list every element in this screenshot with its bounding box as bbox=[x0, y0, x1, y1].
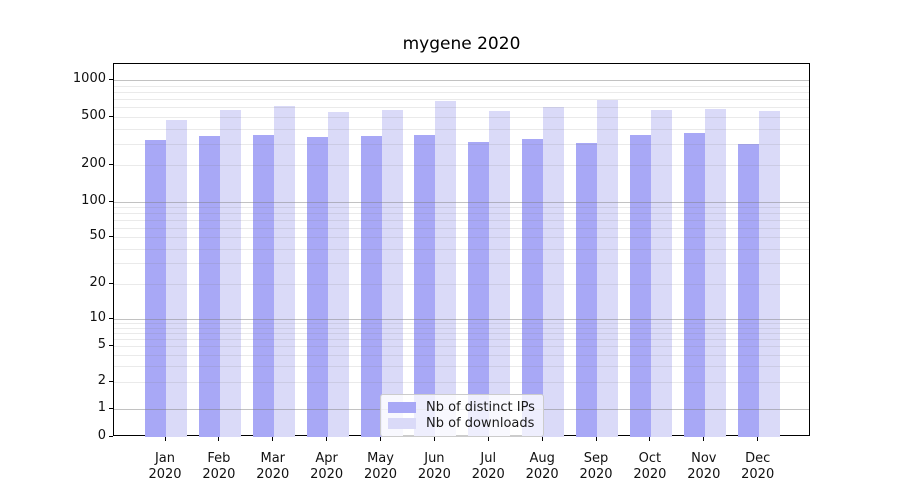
bar-downloads-jul bbox=[489, 111, 511, 437]
bar-downloads-oct bbox=[650, 110, 672, 437]
gridline-minor-80 bbox=[114, 213, 809, 215]
bar-downloads-nov bbox=[704, 109, 726, 437]
gridline-major-100 bbox=[114, 202, 809, 203]
y-tick-label-20: 20 bbox=[89, 274, 106, 290]
bar-distinct-ips-nov bbox=[683, 132, 705, 437]
gridline-minor-700 bbox=[114, 98, 809, 100]
gridline-major-1000 bbox=[114, 80, 809, 81]
gridline-minor-400 bbox=[114, 128, 809, 130]
y-tick-label-0: 0 bbox=[97, 428, 106, 443]
legend-item-downloads: Nb of downloads bbox=[388, 416, 536, 432]
x-tick-label-sep: Sep 2020 bbox=[579, 451, 613, 482]
y-tick-label-2: 2 bbox=[97, 372, 106, 388]
bar-downloads-apr bbox=[327, 111, 349, 437]
bar-distinct-ips-may bbox=[360, 135, 382, 437]
bar-downloads-mar bbox=[273, 106, 295, 437]
gridline-minor-200 bbox=[114, 165, 809, 167]
x-tick-mark-apr bbox=[326, 437, 328, 441]
legend-label-distinct-ips: Nb of distinct IPs bbox=[426, 399, 535, 415]
bar-distinct-ips-feb bbox=[198, 136, 220, 437]
bar-downloads-dec bbox=[758, 111, 780, 437]
gridline-minor-8 bbox=[114, 327, 809, 329]
y-tick-label-10: 10 bbox=[89, 310, 106, 325]
gridline-minor-3 bbox=[114, 366, 809, 368]
bars-layer bbox=[114, 64, 809, 437]
gridline-minor-20 bbox=[114, 283, 809, 285]
bar-downloads-sep bbox=[597, 99, 619, 437]
x-tick-mark-jul bbox=[487, 437, 489, 441]
bar-downloads-aug bbox=[543, 106, 565, 437]
legend-item-distinct-ips: Nb of distinct IPs bbox=[388, 399, 536, 415]
x-tick-mark-jun bbox=[433, 437, 435, 441]
bar-distinct-ips-jun bbox=[414, 135, 436, 437]
x-tick-mark-feb bbox=[218, 437, 220, 441]
legend: Nb of distinct IPs Nb of downloads bbox=[380, 394, 544, 437]
bar-downloads-jun bbox=[435, 101, 457, 437]
gridline-minor-600 bbox=[114, 107, 809, 109]
gridline-major-10 bbox=[114, 319, 809, 320]
x-tick-label-aug: Aug 2020 bbox=[525, 451, 559, 482]
x-tick-label-jul: Jul 2020 bbox=[471, 451, 505, 482]
legend-swatch-distinct-ips bbox=[388, 401, 416, 413]
gridline-minor-2 bbox=[114, 381, 809, 383]
y-tick-label-1: 1 bbox=[97, 400, 106, 415]
bar-distinct-ips-sep bbox=[576, 143, 598, 437]
x-tick-label-jun: Jun 2020 bbox=[417, 451, 451, 482]
gridline-minor-800 bbox=[114, 91, 809, 93]
y-tick-mark-0 bbox=[109, 436, 113, 437]
x-tick-label-nov: Nov 2020 bbox=[687, 451, 721, 482]
bar-distinct-ips-jan bbox=[145, 139, 166, 437]
gridline-minor-40 bbox=[114, 248, 809, 250]
gridline-minor-500 bbox=[114, 116, 809, 118]
x-tick-label-oct: Oct 2020 bbox=[633, 451, 667, 482]
gridline-minor-60 bbox=[114, 227, 809, 229]
x-tick-label-mar: Mar 2020 bbox=[256, 451, 290, 482]
x-tick-mark-may bbox=[380, 437, 382, 441]
x-tick-mark-dec bbox=[757, 437, 759, 441]
x-tick-label-jan: Jan 2020 bbox=[148, 451, 182, 482]
bar-distinct-ips-aug bbox=[522, 138, 544, 437]
x-tick-label-apr: Apr 2020 bbox=[310, 451, 344, 482]
bar-distinct-ips-dec bbox=[737, 143, 759, 437]
bar-distinct-ips-jul bbox=[468, 142, 490, 437]
gridline-minor-30 bbox=[114, 263, 809, 265]
gridline-minor-900 bbox=[114, 85, 809, 87]
bar-distinct-ips-mar bbox=[252, 134, 274, 437]
bar-downloads-jan bbox=[166, 119, 187, 437]
y-tick-label-5: 5 bbox=[97, 337, 106, 353]
x-tick-mark-oct bbox=[649, 437, 651, 441]
chart-title: mygene 2020 bbox=[402, 34, 521, 54]
legend-swatch-downloads bbox=[388, 418, 416, 430]
gridline-minor-70 bbox=[114, 220, 809, 222]
gridline-minor-6 bbox=[114, 338, 809, 340]
gridline-minor-300 bbox=[114, 143, 809, 145]
x-tick-label-feb: Feb 2020 bbox=[202, 451, 236, 482]
gridline-minor-90 bbox=[114, 207, 809, 209]
x-tick-label-dec: Dec 2020 bbox=[741, 451, 775, 482]
plot-area: Nb of distinct IPs Nb of downloads bbox=[113, 63, 810, 437]
x-tick-mark-nov bbox=[703, 437, 705, 441]
y-tick-label-100: 100 bbox=[81, 193, 106, 208]
y-tick-label-200: 200 bbox=[81, 156, 106, 172]
gridline-minor-4 bbox=[114, 354, 809, 356]
bar-downloads-may bbox=[381, 109, 403, 437]
bar-distinct-ips-oct bbox=[629, 135, 651, 437]
x-tick-mark-sep bbox=[595, 437, 597, 441]
bar-distinct-ips-apr bbox=[306, 136, 328, 437]
y-tick-label-50: 50 bbox=[89, 228, 106, 244]
grid-layer bbox=[114, 64, 809, 435]
bar-downloads-feb bbox=[219, 109, 241, 437]
x-tick-mark-aug bbox=[541, 437, 543, 441]
x-tick-mark-jan bbox=[164, 437, 166, 441]
legend-label-downloads: Nb of downloads bbox=[426, 416, 535, 432]
gridline-minor-7 bbox=[114, 332, 809, 334]
x-tick-label-may: May 2020 bbox=[363, 451, 398, 482]
y-tick-label-1000: 1000 bbox=[72, 71, 106, 86]
gridline-minor-9 bbox=[114, 323, 809, 325]
gridline-minor-5 bbox=[114, 346, 809, 348]
gridline-minor-50 bbox=[114, 237, 809, 239]
y-tick-label-500: 500 bbox=[81, 107, 106, 123]
x-tick-mark-mar bbox=[272, 437, 274, 441]
